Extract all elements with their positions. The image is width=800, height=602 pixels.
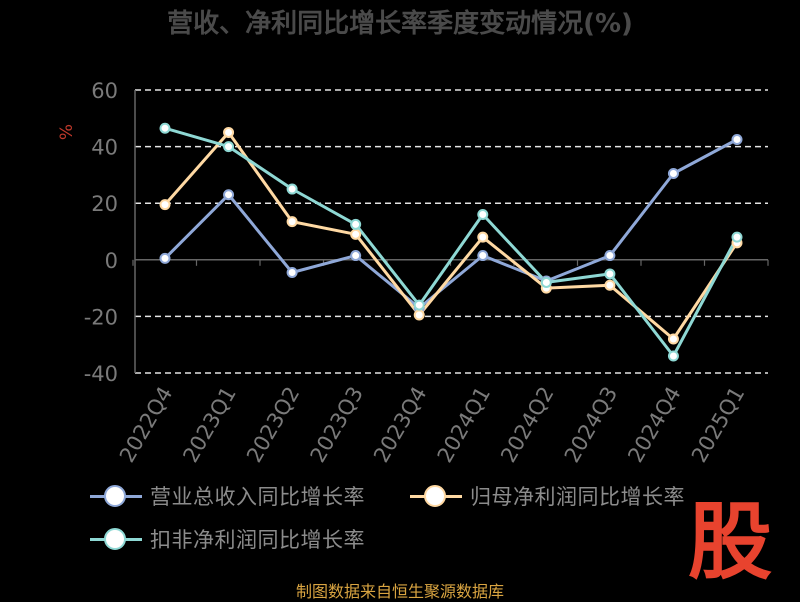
x-tick-label: 2025Q1 <box>687 383 749 467</box>
series-point-0[interactable] <box>223 189 235 201</box>
series-point-2[interactable] <box>223 141 235 153</box>
series-point-1[interactable] <box>413 309 425 321</box>
y-axis-unit: % <box>57 124 77 140</box>
series-point-0[interactable] <box>286 267 298 279</box>
series-point-2[interactable] <box>604 268 616 280</box>
series-point-0[interactable] <box>667 167 679 179</box>
y-tick-label: 0 <box>105 249 118 273</box>
series-point-2[interactable] <box>540 276 552 288</box>
legend-item-deducted-net-profit[interactable]: 扣非净利润同比增长率 <box>90 524 365 554</box>
series-point-1[interactable] <box>667 333 679 345</box>
series-point-2[interactable] <box>413 299 425 311</box>
source-note: 制图数据来自恒生聚源数据库 <box>295 582 504 601</box>
series-line-1 <box>163 131 739 341</box>
legend-label-net-profit: 归母净利润同比增长率 <box>470 485 685 509</box>
x-tick-label: 2024Q4 <box>623 383 685 467</box>
series-point-1[interactable] <box>286 216 298 228</box>
series-point-1[interactable] <box>159 199 171 211</box>
x-tick-label: 2023Q4 <box>369 383 431 467</box>
y-tick-label: 60 <box>91 79 118 103</box>
y-tick-label: 40 <box>91 136 118 160</box>
legend-label-deducted-net-profit: 扣非净利润同比增长率 <box>150 528 365 552</box>
x-tick-label: 2024Q2 <box>496 383 558 467</box>
series-point-1[interactable] <box>604 279 616 291</box>
y-tick-label: -20 <box>84 305 118 329</box>
series-point-0[interactable] <box>350 250 362 262</box>
x-tick-label: 2023Q3 <box>306 383 368 467</box>
chart-title: 营收、净利同比增长率季度变动情况(%) <box>167 8 633 39</box>
series-point-2[interactable] <box>731 231 743 243</box>
series-line-2 <box>164 126 739 358</box>
x-tick-label: 2024Q3 <box>560 383 622 467</box>
series-point-0[interactable] <box>159 252 171 264</box>
x-tick-label: 2022Q4 <box>115 383 177 467</box>
legend-item-net-profit[interactable]: 归母净利润同比增长率 <box>410 481 685 511</box>
series-point-2[interactable] <box>477 209 489 221</box>
series-line-0 <box>163 138 738 310</box>
x-tick-label: 2024Q1 <box>433 383 495 467</box>
legend-label-revenue: 营业总收入同比增长率 <box>150 485 365 509</box>
series-point-2[interactable] <box>159 122 171 134</box>
logo-mark: 股 <box>688 493 773 591</box>
y-tick-label: 20 <box>91 192 118 216</box>
legend-marker-deducted-net-profit <box>90 528 142 550</box>
series-point-0[interactable] <box>731 134 743 146</box>
y-tick-label: -40 <box>84 362 118 386</box>
series-point-1[interactable] <box>350 228 362 240</box>
series-point-1[interactable] <box>477 231 489 243</box>
series-point-0[interactable] <box>604 250 616 262</box>
legend-marker-net-profit <box>410 485 462 507</box>
series-point-2[interactable] <box>286 183 298 195</box>
series-point-2[interactable] <box>350 218 362 230</box>
x-tick-label: 2023Q2 <box>242 383 304 467</box>
series-point-2[interactable] <box>667 350 679 362</box>
series-point-1[interactable] <box>223 126 235 138</box>
x-tick-label: 2023Q1 <box>178 383 240 467</box>
series-point-0[interactable] <box>477 250 489 262</box>
legend-marker-revenue <box>90 485 142 507</box>
legend-item-revenue[interactable]: 营业总收入同比增长率 <box>90 481 365 511</box>
